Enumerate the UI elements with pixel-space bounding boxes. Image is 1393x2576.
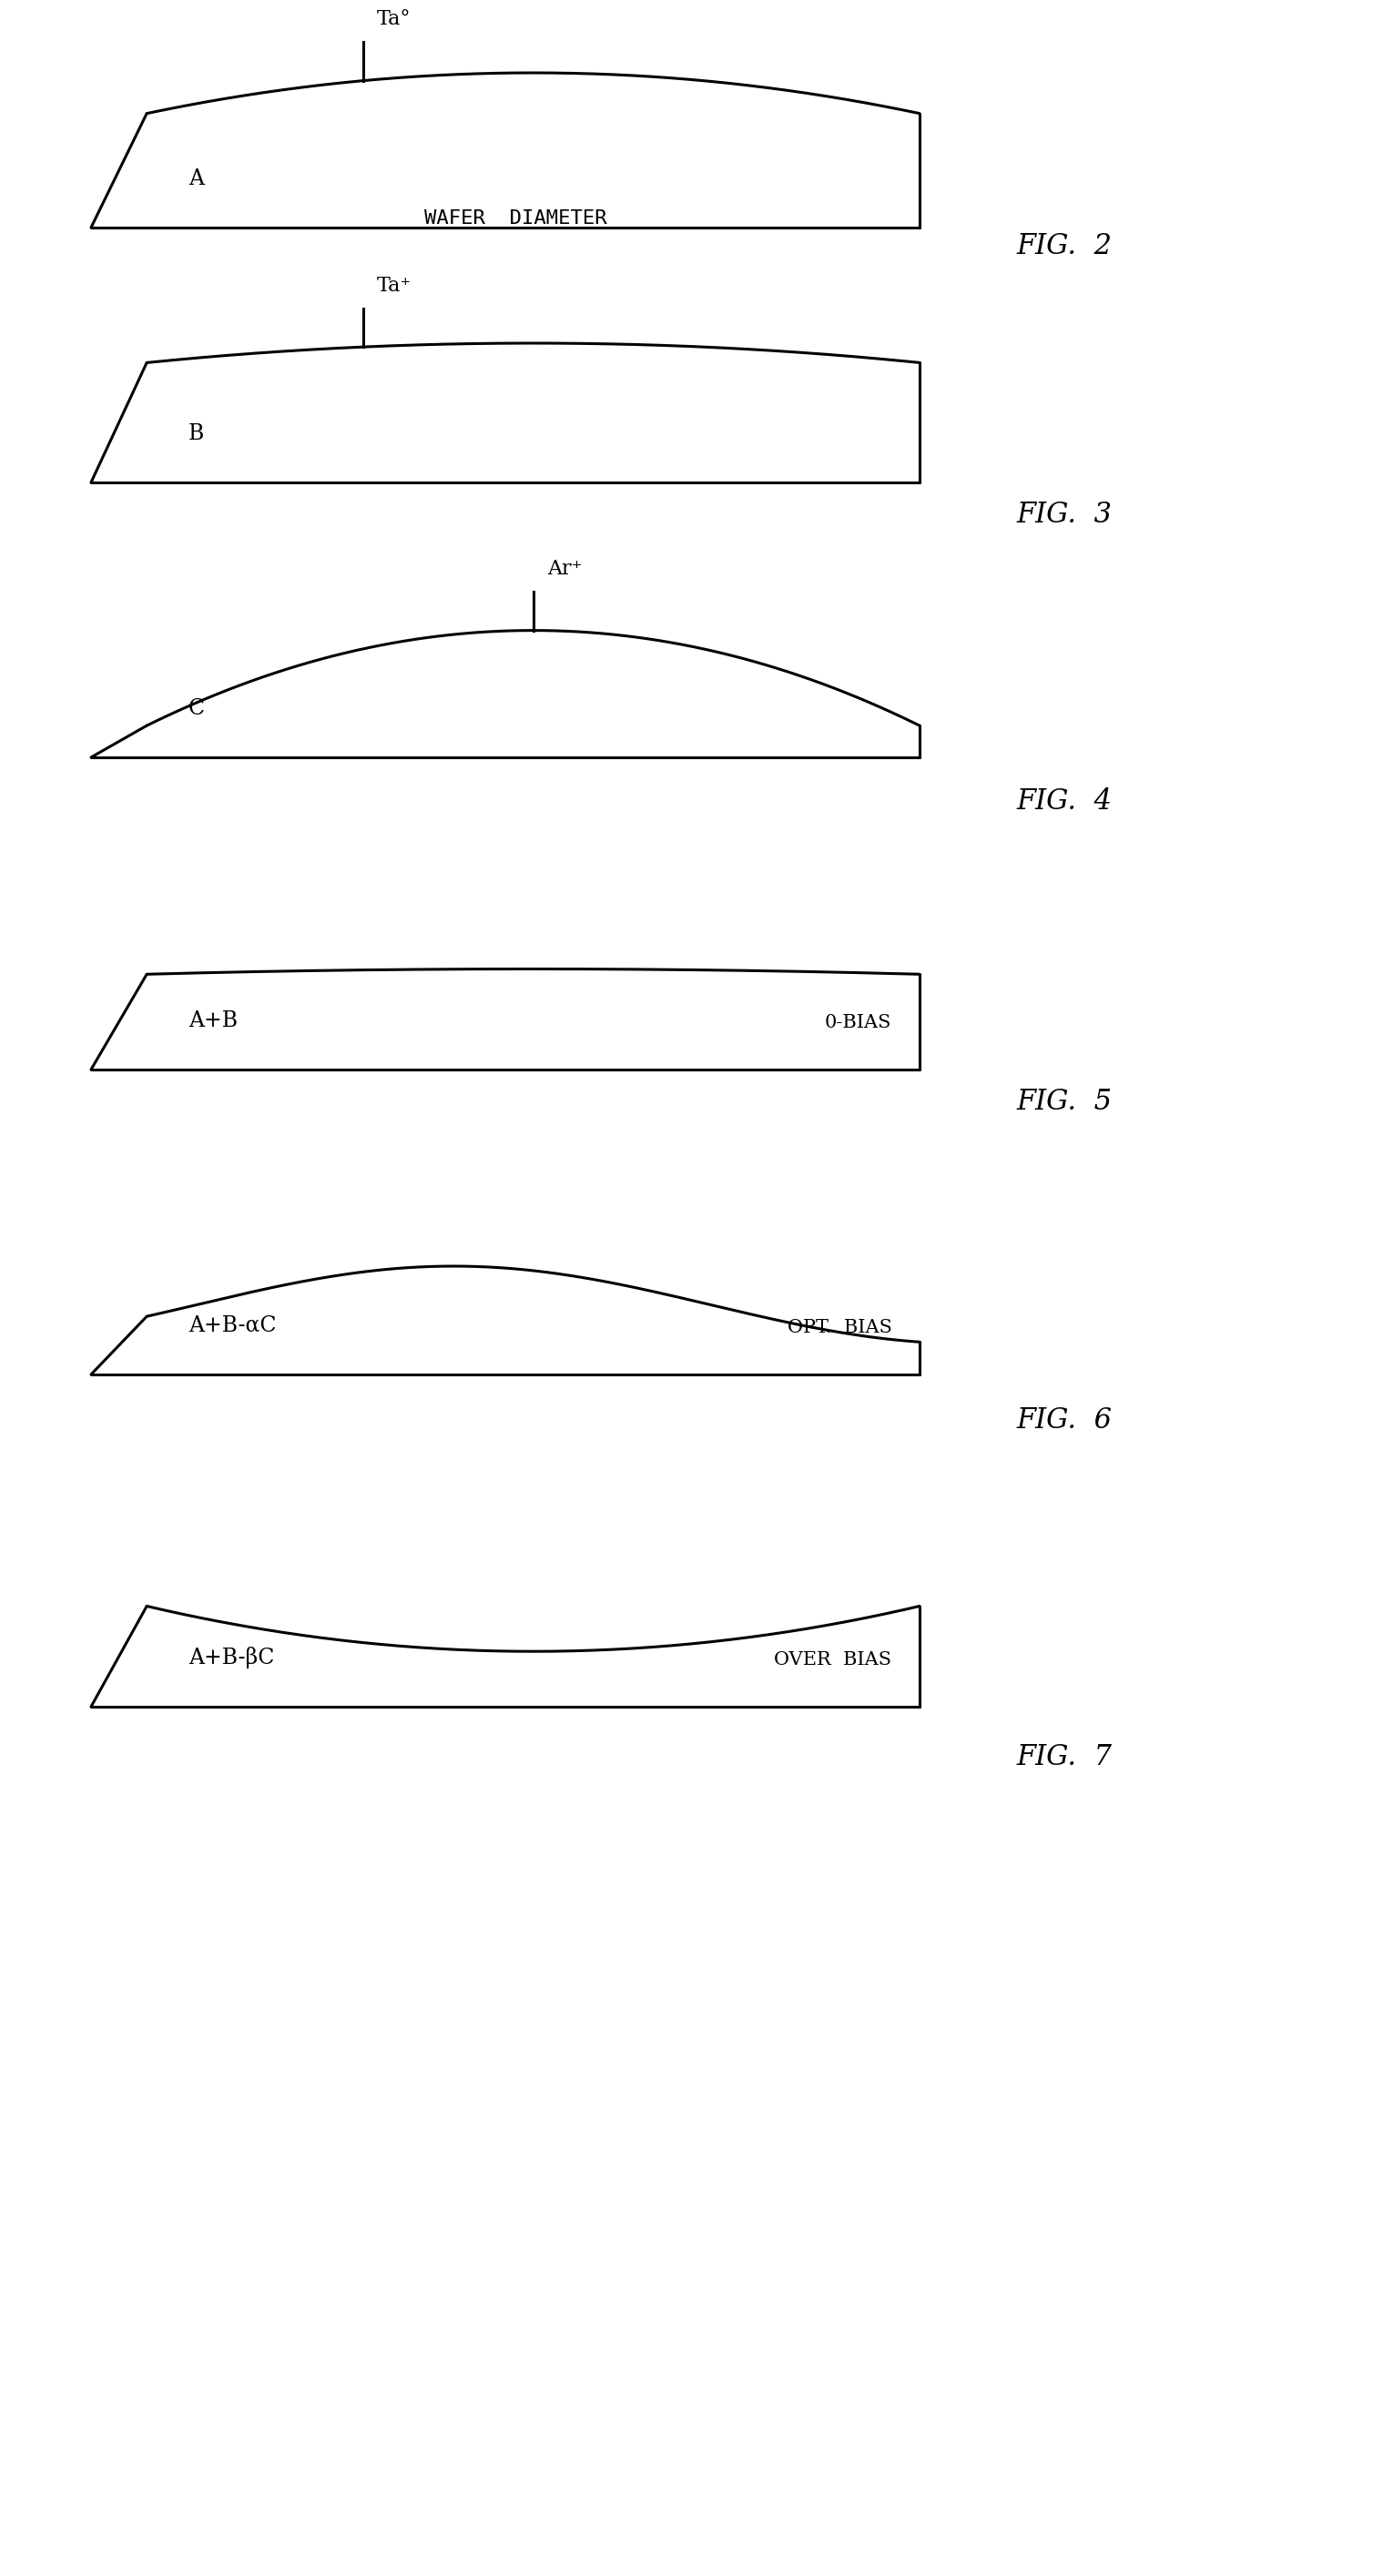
Text: B: B [188,422,205,443]
Text: FIG.  6: FIG. 6 [1017,1406,1113,1435]
Text: OPT.  BIAS: OPT. BIAS [787,1319,892,1337]
Text: A+B: A+B [188,1010,238,1030]
Text: Ta°: Ta° [378,10,411,28]
Text: FIG.  5: FIG. 5 [1017,1087,1113,1115]
Text: A+B-βC: A+B-βC [188,1646,274,1669]
Text: FIG.  4: FIG. 4 [1017,786,1113,814]
Text: FIG.  3: FIG. 3 [1017,500,1113,528]
Text: A: A [188,167,203,188]
Text: WAFER  DIAMETER: WAFER DIAMETER [423,209,607,227]
Text: FIG.  7: FIG. 7 [1017,1744,1113,1770]
Text: Ta⁺: Ta⁺ [378,276,412,296]
Text: 0-BIAS: 0-BIAS [825,1012,892,1030]
Text: A+B-αC: A+B-αC [188,1314,276,1337]
Text: FIG.  2: FIG. 2 [1017,232,1113,260]
Text: OVER  BIAS: OVER BIAS [775,1651,892,1669]
Text: Ar⁺: Ar⁺ [547,559,582,580]
Text: C: C [188,698,205,719]
